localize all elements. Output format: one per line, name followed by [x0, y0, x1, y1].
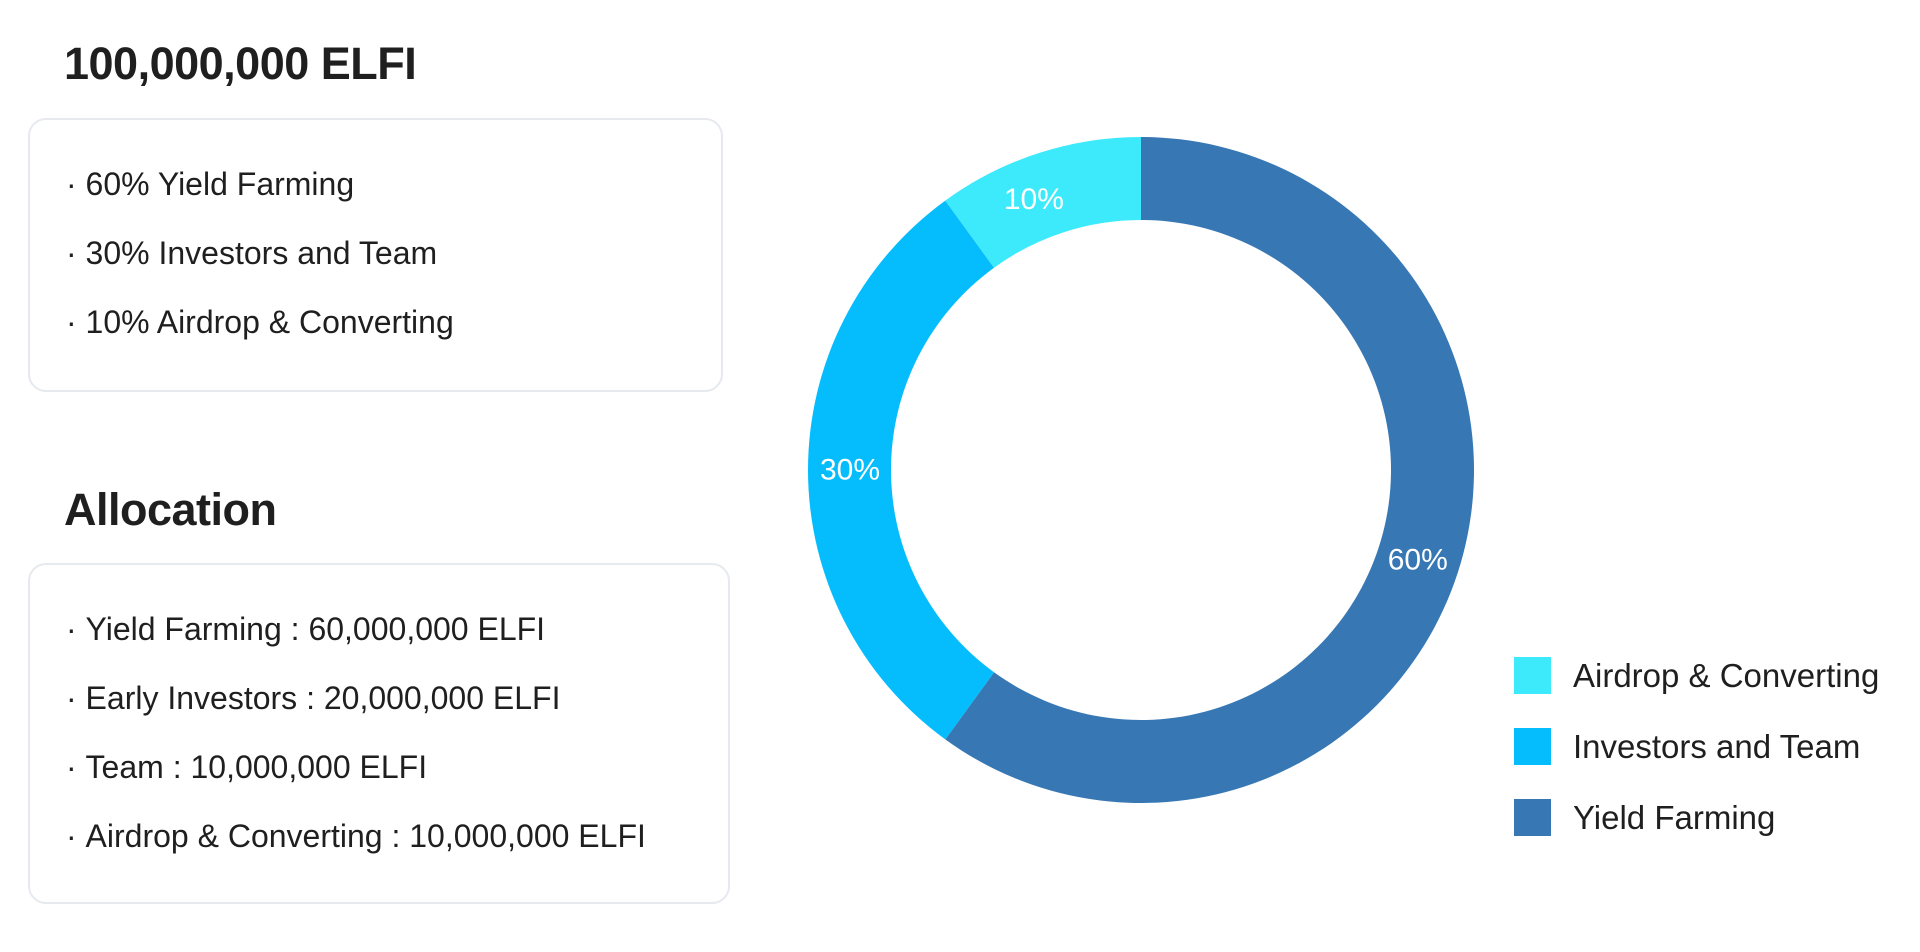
donut-label-investors-and-team: 30%: [820, 454, 880, 487]
donut-label-airdrop-converting: 10%: [1004, 183, 1064, 216]
legend-label-investors-and-team: Investors and Team: [1573, 727, 1861, 765]
allocation-item-team: Team : 10,000,000 ELFI: [66, 749, 728, 818]
allocation-item-yield-farming: Yield Farming : 60,000,000 ELFI: [66, 611, 728, 680]
allocation-title: Allocation: [64, 484, 277, 535]
donut-slice-airdrop-converting: [945, 137, 1141, 268]
allocation-list: Yield Farming : 60,000,000 ELFI Early In…: [30, 611, 728, 887]
allocation-item-airdrop: Airdrop & Converting : 10,000,000 ELFI: [66, 818, 728, 887]
legend-swatch-yield-farming: [1514, 799, 1551, 836]
legend-item-airdrop-converting: Airdrop & Converting: [1514, 640, 1879, 711]
supply-breakdown-card: 60% Yield Farming 30% Investors and Team…: [28, 118, 723, 392]
legend-label-yield-farming: Yield Farming: [1573, 798, 1776, 836]
allocation-card: Yield Farming : 60,000,000 ELFI Early In…: [28, 563, 730, 904]
donut-slice-investors-and-team: [808, 200, 995, 740]
supply-item-investors-team: 30% Investors and Team: [66, 235, 721, 304]
legend-swatch-investors-and-team: [1514, 728, 1551, 765]
legend-label-airdrop-converting: Airdrop & Converting: [1573, 656, 1880, 694]
chart-legend: Airdrop & Converting Investors and Team Yi…: [1514, 640, 1879, 853]
allocation-donut-chart: 60% 30% 10%: [808, 137, 1474, 803]
legend-item-investors-and-team: Investors and Team: [1514, 711, 1879, 782]
supply-item-yield-farming: 60% Yield Farming: [66, 166, 721, 235]
allocation-item-early-investors: Early Investors : 20,000,000 ELFI: [66, 680, 728, 749]
legend-item-yield-farming: Yield Farming: [1514, 782, 1879, 853]
donut-slice-yield-farming: [945, 137, 1474, 803]
total-supply-title: 100,000,000 ELFI: [64, 38, 417, 89]
supply-item-airdrop: 10% Airdrop & Converting: [66, 304, 721, 373]
donut-label-yield-farming: 60%: [1388, 543, 1448, 576]
supply-breakdown-list: 60% Yield Farming 30% Investors and Team…: [30, 166, 721, 373]
legend-swatch-airdrop-converting: [1514, 657, 1551, 694]
